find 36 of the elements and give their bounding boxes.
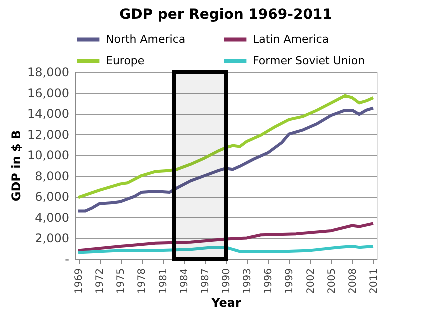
y-tick-label: 18,000 — [28, 66, 70, 80]
y-axis-title: GDP in $ B — [10, 130, 24, 202]
x-tick-label: 1981 — [158, 268, 170, 294]
x-tick-label: 1987 — [200, 268, 212, 294]
x-tick-label: 1975 — [116, 268, 128, 294]
x-tick-label: 2008 — [348, 268, 359, 294]
legend-label: North America — [106, 32, 186, 46]
line-series — [77, 94, 375, 200]
x-tick-label: 1969 — [74, 268, 86, 294]
y-tick-label: 6,000 — [35, 190, 70, 204]
x-tick-label: 2011 — [368, 268, 380, 294]
line-series — [77, 222, 375, 252]
x-tick-label: 1990 — [222, 268, 232, 294]
y-tick-label: 4,000 — [35, 210, 70, 225]
x-tick-label: 1996 — [264, 268, 275, 294]
line-series — [77, 245, 375, 254]
y-tick-label: 8,000 — [35, 169, 70, 184]
y-tick-label: 2,000 — [35, 232, 70, 246]
x-tick-label: 1984 — [179, 268, 190, 294]
y-tick-label: - — [65, 252, 70, 266]
y-tick-label: 16,000 — [28, 86, 70, 100]
x-tick-label: 1978 — [137, 268, 148, 294]
line-series — [77, 106, 375, 213]
legend-label: Former Soviet Union — [253, 54, 366, 68]
y-tick-label: 14,000 — [28, 107, 70, 122]
legend-label: Europe — [106, 54, 145, 68]
x-tick-label: 2002 — [306, 268, 317, 294]
x-tick-label: 1999 — [284, 268, 296, 294]
y-tick-label: 10,000 — [28, 148, 70, 163]
x-tick-label: 1972 — [95, 268, 106, 294]
x-tick-label: 2005 — [326, 268, 338, 294]
chart-title: GDP per Region 1969-2011 — [120, 7, 332, 23]
x-axis-title: Year — [210, 296, 242, 310]
y-tick-label: 12,000 — [28, 128, 70, 142]
legend-label: Latin America — [253, 32, 330, 46]
x-tick-label: 1993 — [242, 268, 254, 294]
